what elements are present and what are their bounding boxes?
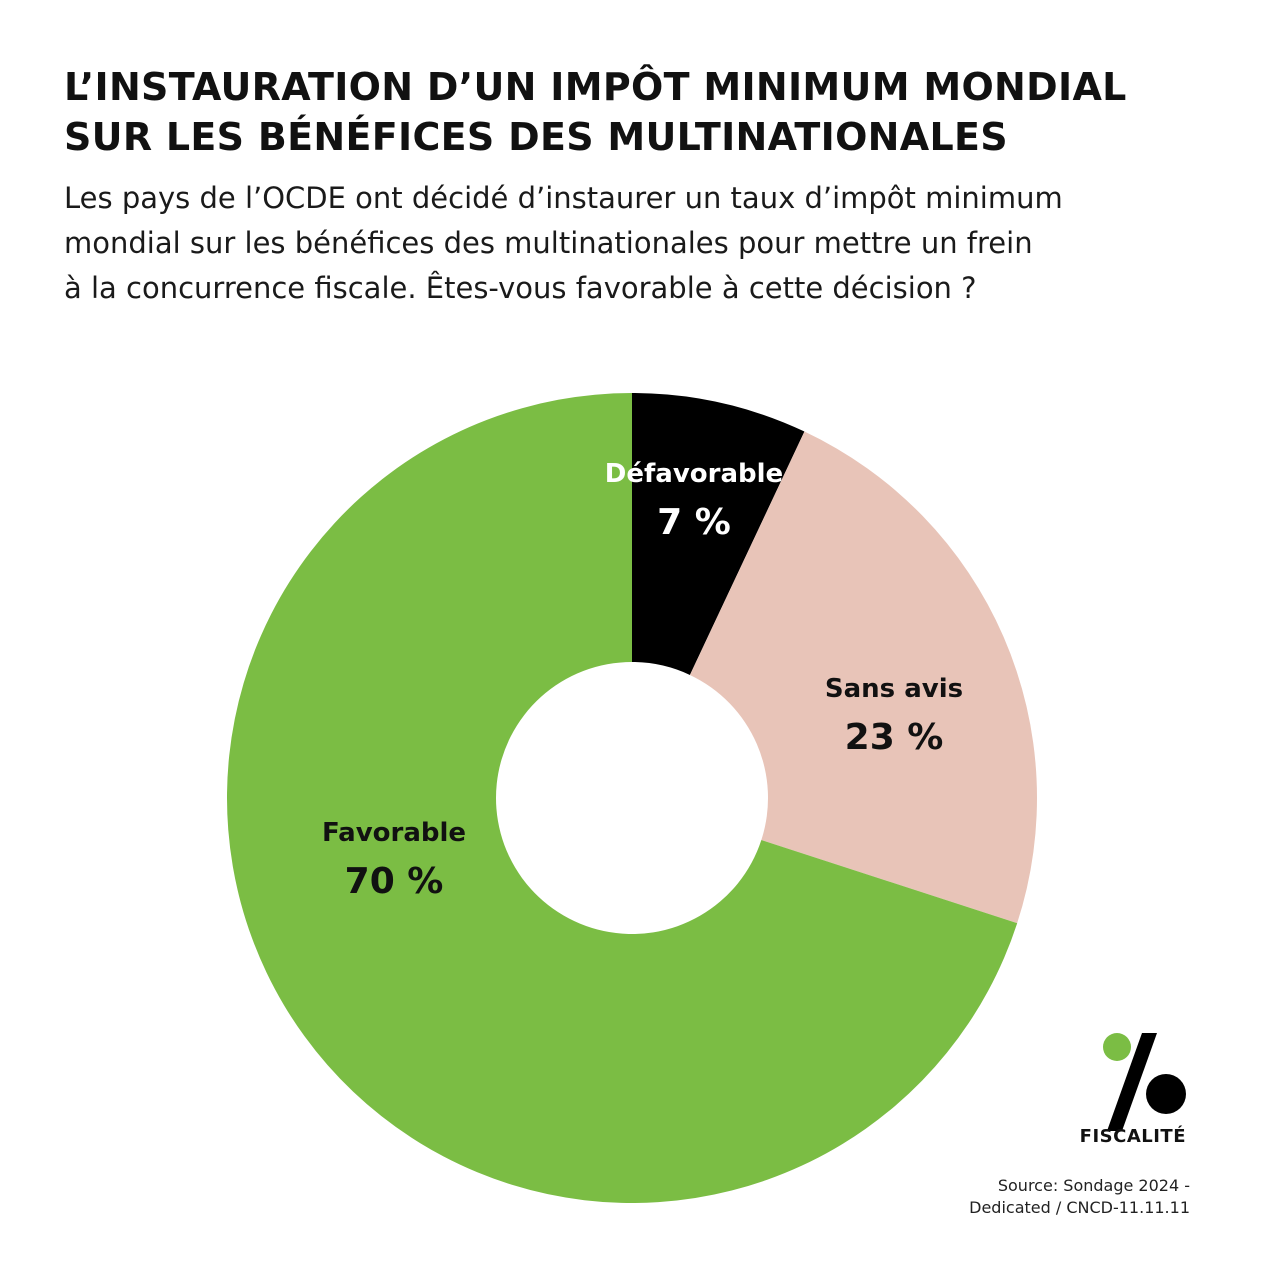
slice-label: Sans avis — [825, 674, 963, 704]
slice-defavorable — [632, 393, 805, 675]
slice-label: Favorable — [322, 818, 466, 848]
subtitle-line: mondial sur les bénéfices des multinatio… — [64, 226, 1033, 260]
slice-favorable — [227, 393, 1018, 1203]
subtitle-line: Les pays de l’OCDE ont décidé d’instaure… — [64, 181, 1063, 215]
chart-subtitle: Les pays de l’OCDE ont décidé d’instaure… — [64, 176, 1224, 311]
title-line: SUR LES BÉNÉFICES DES MULTINATIONALES — [64, 115, 1008, 159]
slice-label: Défavorable — [605, 459, 783, 489]
percent-icon — [1103, 1033, 1186, 1131]
title-line: L’INSTAURATION D’UN IMPÔT MINIMUM MONDIA… — [64, 65, 1127, 109]
logo-slash — [1107, 1033, 1157, 1131]
source-line: Dedicated / CNCD-11.11.11 — [969, 1198, 1190, 1217]
logo-green-dot — [1103, 1033, 1131, 1061]
logo-text: FISCALITÉ — [1079, 1126, 1186, 1147]
slice-sans-avis — [689, 431, 1038, 924]
slice-value-label: 7 % — [657, 502, 731, 543]
subtitle-line: à la concurrence fiscale. Êtes-vous favo… — [64, 271, 977, 305]
slice-value-label: 70 % — [345, 861, 444, 902]
chart-title: L’INSTAURATION D’UN IMPÔT MINIMUM MONDIA… — [64, 62, 1224, 162]
slice-value-label: 23 % — [845, 717, 944, 758]
source-line: Source: Sondage 2024 - — [997, 1176, 1190, 1195]
logo-black-dot — [1146, 1074, 1186, 1114]
source-note: Source: Sondage 2024 - Dedicated / CNCD-… — [880, 1175, 1190, 1219]
